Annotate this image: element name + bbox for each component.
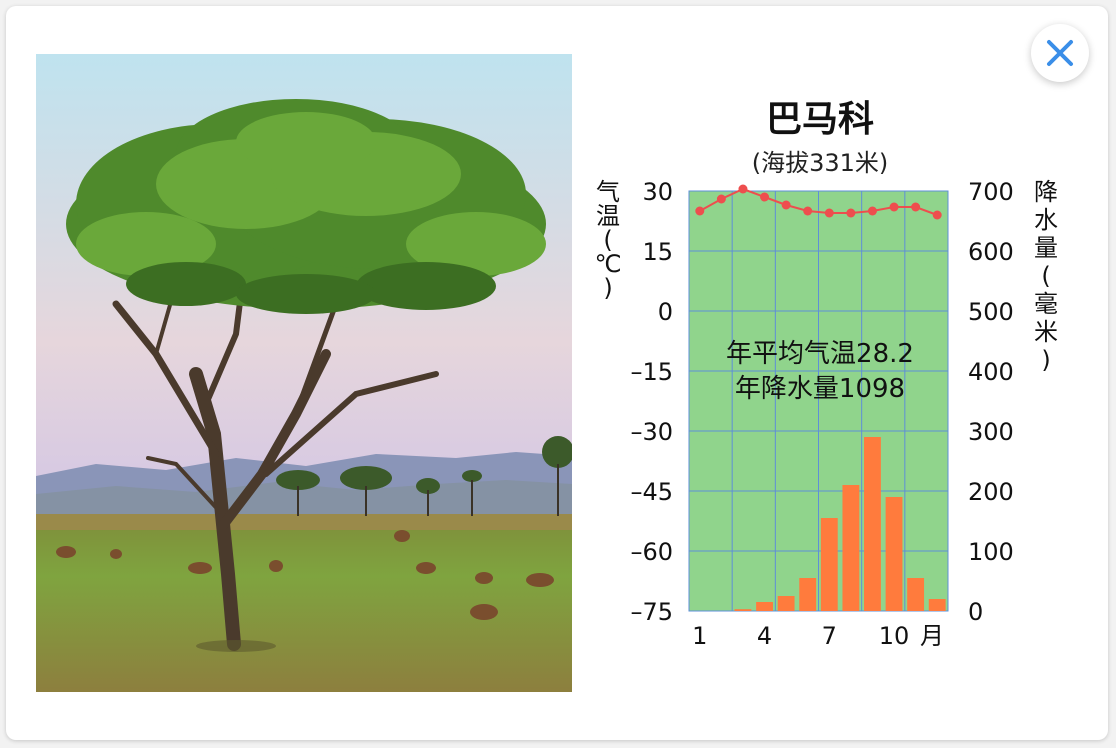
y-right-axis-label: 降水量(毫米) [1034, 178, 1058, 374]
y-left-tick-label: –30 [630, 418, 673, 446]
chart-title: 巴马科 [765, 99, 874, 140]
plot-border [688, 190, 949, 612]
temperature-point [824, 208, 834, 218]
y-left-tick-label: 0 [658, 298, 673, 326]
precipitation-bar [820, 518, 838, 611]
y-left-axis-label: 气温(℃) [595, 178, 622, 302]
close-button[interactable] [1031, 24, 1089, 82]
precipitation-bar [907, 578, 925, 611]
savanna-photo [36, 54, 572, 692]
chart-subtitle: (海拔331米) [751, 149, 889, 177]
temperature-point [867, 206, 877, 216]
precipitation-bar [756, 602, 773, 611]
y-right-tick-label: 700 [968, 178, 1014, 206]
precipitation-bar [928, 599, 946, 611]
y-left-tick-label: –60 [630, 538, 673, 566]
x-axis-unit: 月 [920, 622, 944, 650]
y-right-tick-label: 0 [968, 598, 983, 626]
x-tick-label: 1 [692, 622, 707, 650]
y-right-tick-label: 500 [968, 298, 1014, 326]
temperature-point [738, 184, 748, 194]
y-right-tick-label: 100 [968, 538, 1014, 566]
precipitation-bar [799, 578, 817, 611]
temperature-point [716, 194, 726, 204]
y-left-tick-label: –75 [630, 598, 673, 626]
temperature-point [932, 210, 942, 220]
x-tick-label: 10 [879, 622, 910, 650]
precipitation-bar [864, 437, 881, 611]
temperature-point [911, 202, 921, 212]
annual-temperature-annotation: 年平均气温28.2 [726, 339, 914, 369]
y-left-tick-label: –15 [630, 358, 673, 386]
temperature-point [781, 200, 791, 210]
y-right-tick-label: 200 [968, 478, 1014, 506]
y-right-tick-label: 300 [968, 418, 1014, 446]
temperature-point [889, 202, 899, 212]
x-tick-label: 4 [757, 622, 772, 650]
annual-precipitation-annotation: 年降水量1098 [735, 374, 905, 404]
precipitation-bar [842, 485, 860, 611]
x-tick-label: 7 [822, 622, 837, 650]
temperature-point [695, 206, 705, 216]
precipitation-bar [777, 596, 795, 611]
temperature-point [760, 192, 770, 202]
precipitation-bar [734, 609, 752, 611]
y-left-tick-label: 30 [642, 178, 673, 206]
y-right-tick-label: 600 [968, 238, 1014, 266]
precipitation-bar [885, 497, 903, 611]
temperature-point [803, 206, 813, 216]
y-right-tick-label: 400 [968, 358, 1014, 386]
y-left-tick-label: –45 [630, 478, 673, 506]
temperature-point [846, 208, 856, 218]
close-icon [1047, 40, 1073, 66]
y-left-tick-label: 15 [642, 238, 673, 266]
